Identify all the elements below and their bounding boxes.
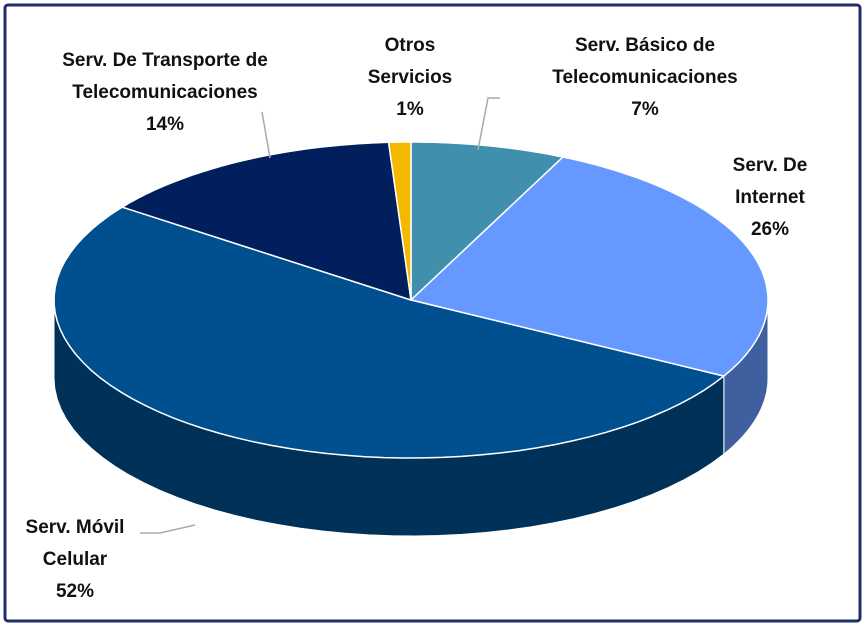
leader-line (140, 524, 196, 534)
leader-line (477, 97, 500, 151)
slice (53, 206, 726, 459)
slice (120, 141, 412, 302)
pie (53, 141, 769, 537)
category-label: Otros Servicios (367, 35, 453, 88)
data-label: Serv. Básico de Telecomunicaciones 7% (530, 30, 760, 126)
value-label: 7% (631, 99, 659, 120)
data-label: Serv. Móvil Celular 52% (10, 512, 140, 608)
chart-frame (3, 3, 862, 623)
data-label: Serv. De Transporte de Telecomunicacione… (20, 45, 310, 141)
value-label: 52% (55, 581, 95, 602)
value-label: 14% (145, 114, 185, 135)
leader-line (261, 111, 271, 159)
category-label: Serv. De Internet (732, 155, 808, 208)
category-label: Serv. Móvil Celular (25, 517, 125, 570)
category-label: Serv. Básico de Telecomunicaciones (552, 35, 738, 88)
value-label: 26% (750, 219, 790, 240)
value-label: 1% (396, 99, 424, 120)
slice (387, 141, 412, 301)
data-label: Otros Servicios 1% (360, 30, 460, 126)
slice (410, 141, 565, 302)
category-label: Serv. De Transporte de Telecomunicacione… (62, 50, 268, 103)
data-label: Serv. De Internet 26% (715, 150, 825, 246)
